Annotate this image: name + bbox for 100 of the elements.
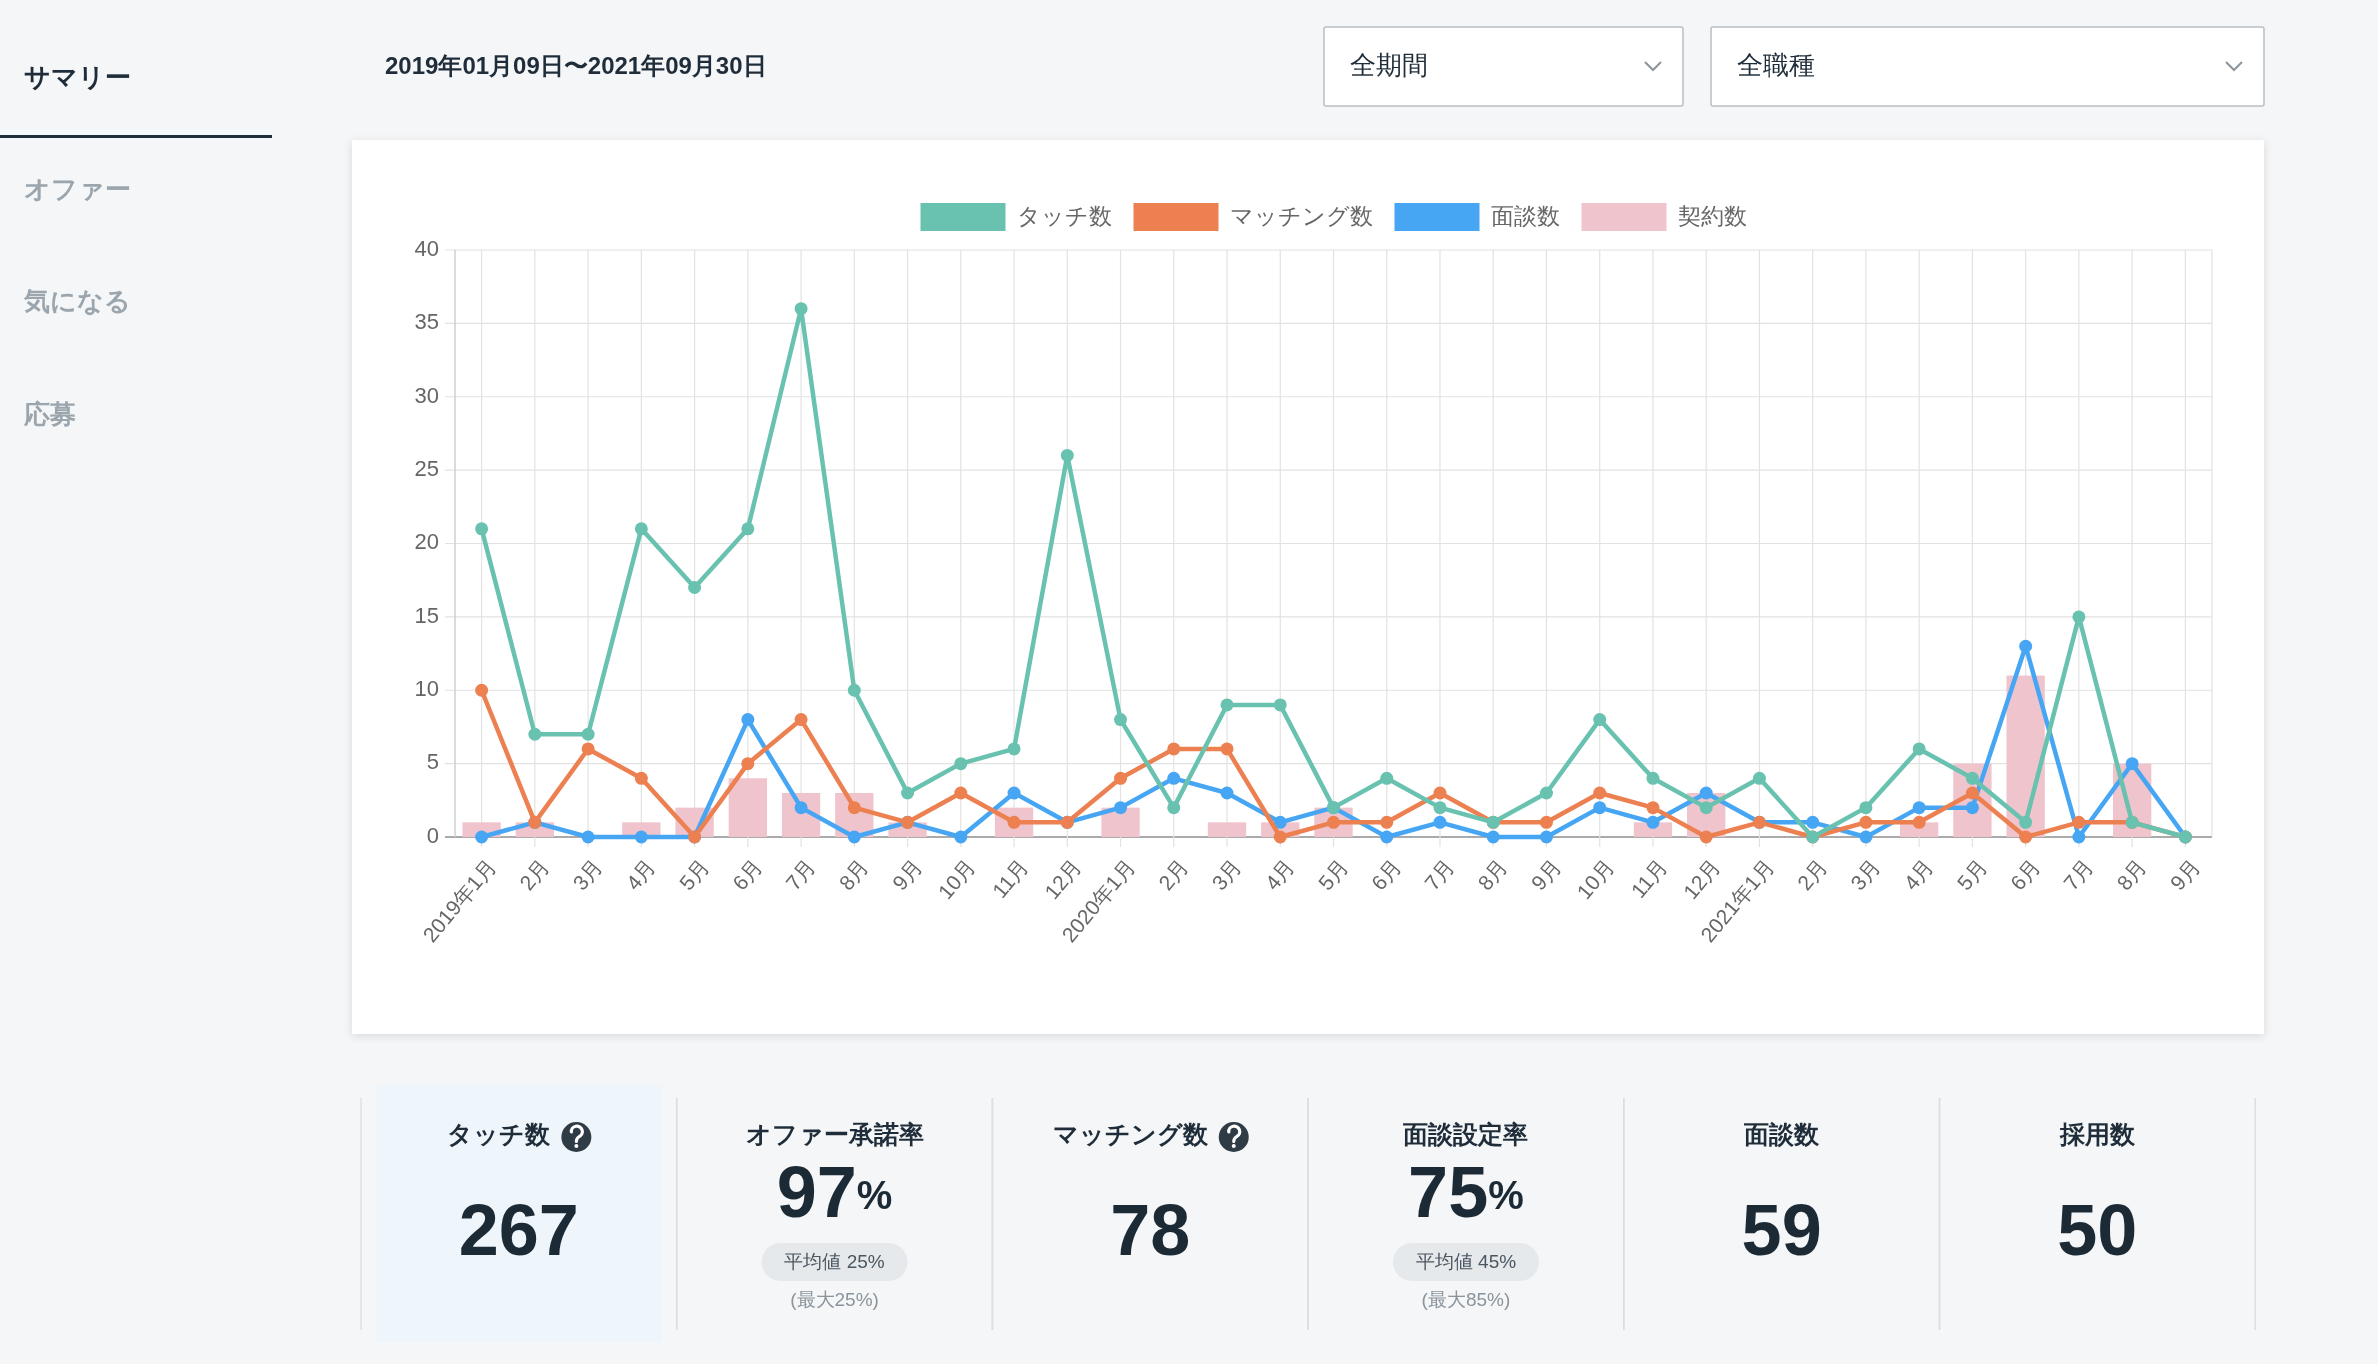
point: [2072, 610, 2086, 624]
text: 面談数: [1743, 1119, 1821, 1148]
point: [1539, 830, 1553, 844]
point: [1965, 786, 1979, 800]
x-tick-label: 4月: [1899, 854, 1938, 895]
text: 50: [2057, 1190, 2138, 1271]
x-tick-label: 6月: [2005, 854, 2045, 895]
point: [1806, 815, 1820, 829]
point: [528, 727, 542, 741]
point: [741, 522, 755, 536]
point: [1912, 815, 1926, 829]
point: [1912, 742, 1926, 756]
point: [581, 727, 595, 741]
text: 2019年01月09日〜2021年09月30日: [385, 52, 767, 80]
legend-label: マッチング数: [1229, 203, 1373, 230]
point: [1380, 815, 1394, 829]
y-tick-label: 20: [414, 529, 439, 555]
point: [581, 742, 595, 756]
point: [1593, 786, 1607, 800]
point: [1273, 830, 1287, 844]
x-tick-label: 3月: [1207, 854, 1246, 895]
point: [1965, 801, 1979, 815]
point: [794, 713, 808, 727]
point: [1593, 713, 1607, 727]
point: [794, 302, 808, 316]
text: 平均値 25%: [784, 1251, 885, 1273]
point: [1433, 786, 1447, 800]
point: [1539, 815, 1553, 829]
legend-label: 面談数: [1490, 203, 1560, 230]
y-tick-label: 35: [414, 309, 439, 335]
y-tick-label: 0: [426, 822, 439, 848]
x-tick-label: 5月: [1313, 854, 1353, 895]
bar: [1207, 822, 1247, 837]
point: [954, 830, 968, 844]
point: [1167, 801, 1181, 815]
point: [1380, 830, 1394, 844]
legend-label: 契約数: [1677, 203, 1747, 230]
point: [1273, 698, 1287, 712]
text: 59: [1741, 1190, 1822, 1271]
x-tick-label: 7月: [1420, 854, 1459, 895]
point: [1433, 801, 1447, 815]
text: 採用数: [2058, 1119, 2136, 1148]
point: [1060, 448, 1074, 462]
point: [1167, 742, 1181, 756]
point: [901, 786, 915, 800]
text: 全期間: [1350, 49, 1428, 80]
point: [2072, 830, 2086, 844]
x-tick-label: 6月: [727, 854, 767, 895]
text: 78: [1110, 1190, 1191, 1271]
y-tick-label: 25: [414, 455, 439, 481]
x-tick-label: 9月: [1526, 854, 1566, 895]
text: 応募: [23, 398, 76, 429]
x-tick-label: 2月: [1153, 854, 1193, 895]
point: [847, 683, 861, 697]
x-tick-label: 7月: [781, 854, 820, 895]
point: [1539, 786, 1553, 800]
point: [1380, 771, 1394, 785]
text: タッチ数: [447, 1119, 552, 1148]
text: マッチング数: [1052, 1119, 1209, 1148]
x-tick-label: 10月: [933, 854, 980, 904]
point: [1167, 771, 1181, 785]
bar: [728, 778, 767, 837]
text: サマリー: [24, 61, 131, 92]
y-tick-label: 10: [414, 676, 439, 702]
x-tick-label: 11月: [1626, 854, 1672, 903]
x-tick-label: 5月: [1952, 854, 1992, 895]
x-tick-label: 6月: [1366, 854, 1406, 895]
point: [475, 683, 489, 697]
point: [1859, 830, 1873, 844]
x-tick-label: 4月: [621, 854, 661, 895]
point: [2019, 830, 2033, 844]
point: [1699, 830, 1713, 844]
text: 気になる: [23, 285, 131, 316]
point: [1646, 771, 1660, 785]
text: 75%: [1408, 1152, 1524, 1233]
point: [847, 830, 861, 844]
text: (最大25%): [790, 1289, 879, 1311]
point: [1273, 815, 1287, 829]
x-tick-label: 12月: [1039, 854, 1086, 904]
x-tick-label: 9月: [887, 854, 927, 895]
point: [1965, 771, 1979, 785]
x-tick-label: 12月: [1678, 854, 1725, 904]
point: [954, 786, 968, 800]
point: [2019, 639, 2033, 653]
x-tick-label: 11月: [987, 854, 1033, 903]
x-tick-label: 8月: [834, 854, 874, 895]
point: [634, 771, 648, 785]
text: 平均値 45%: [1415, 1251, 1517, 1273]
y-tick-label: 5: [426, 749, 439, 775]
point: [581, 830, 595, 844]
point: [634, 830, 648, 844]
text: 全職種: [1737, 49, 1815, 80]
legend-label: タッチ数: [1016, 203, 1112, 230]
point: [1220, 742, 1234, 756]
point: [1752, 771, 1766, 785]
point: [1912, 801, 1926, 815]
point: [1859, 801, 1873, 815]
point: [1646, 801, 1660, 815]
point: [1114, 713, 1128, 727]
x-tick-label: 2月: [1792, 854, 1832, 895]
